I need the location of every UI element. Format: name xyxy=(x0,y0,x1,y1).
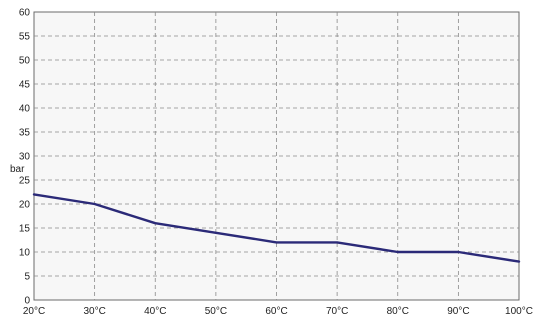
y-tick-label: 0 xyxy=(24,296,30,307)
x-axis-ticks: 20°C 30°C 40°C 50°C 60°C 70°C 80°C 90°C 100°C xyxy=(23,306,533,317)
y-axis-unit-label: bar xyxy=(10,164,25,175)
x-tick-label: 80°C xyxy=(387,306,409,317)
x-tick-label: 40°C xyxy=(144,306,166,317)
y-tick-label: 50 xyxy=(19,56,31,67)
y-tick-label: 60 xyxy=(19,8,31,19)
y-tick-label: 35 xyxy=(19,128,31,139)
y-tick-label: 40 xyxy=(19,104,31,115)
y-tick-label: 30 xyxy=(19,152,31,163)
x-tick-label: 20°C xyxy=(23,306,45,317)
y-tick-label: 55 xyxy=(19,32,31,43)
y-tick-label: 25 xyxy=(19,176,31,187)
y-tick-label: 10 xyxy=(19,248,31,259)
x-tick-label: 30°C xyxy=(83,306,105,317)
x-tick-label: 100°C xyxy=(505,306,533,317)
y-axis-ticks: 0 5 10 15 20 25 30 35 40 45 50 55 60 xyxy=(19,8,31,307)
x-tick-label: 50°C xyxy=(205,306,227,317)
y-tick-label: 45 xyxy=(19,80,31,91)
series-layer xyxy=(32,193,521,263)
y-tick-label: 5 xyxy=(24,272,30,283)
x-tick-label: 90°C xyxy=(447,306,469,317)
x-tick-label: 60°C xyxy=(265,306,287,317)
y-tick-label: 15 xyxy=(19,224,31,235)
y-tick-label: 20 xyxy=(19,200,31,211)
x-tick-label: 70°C xyxy=(326,306,348,317)
